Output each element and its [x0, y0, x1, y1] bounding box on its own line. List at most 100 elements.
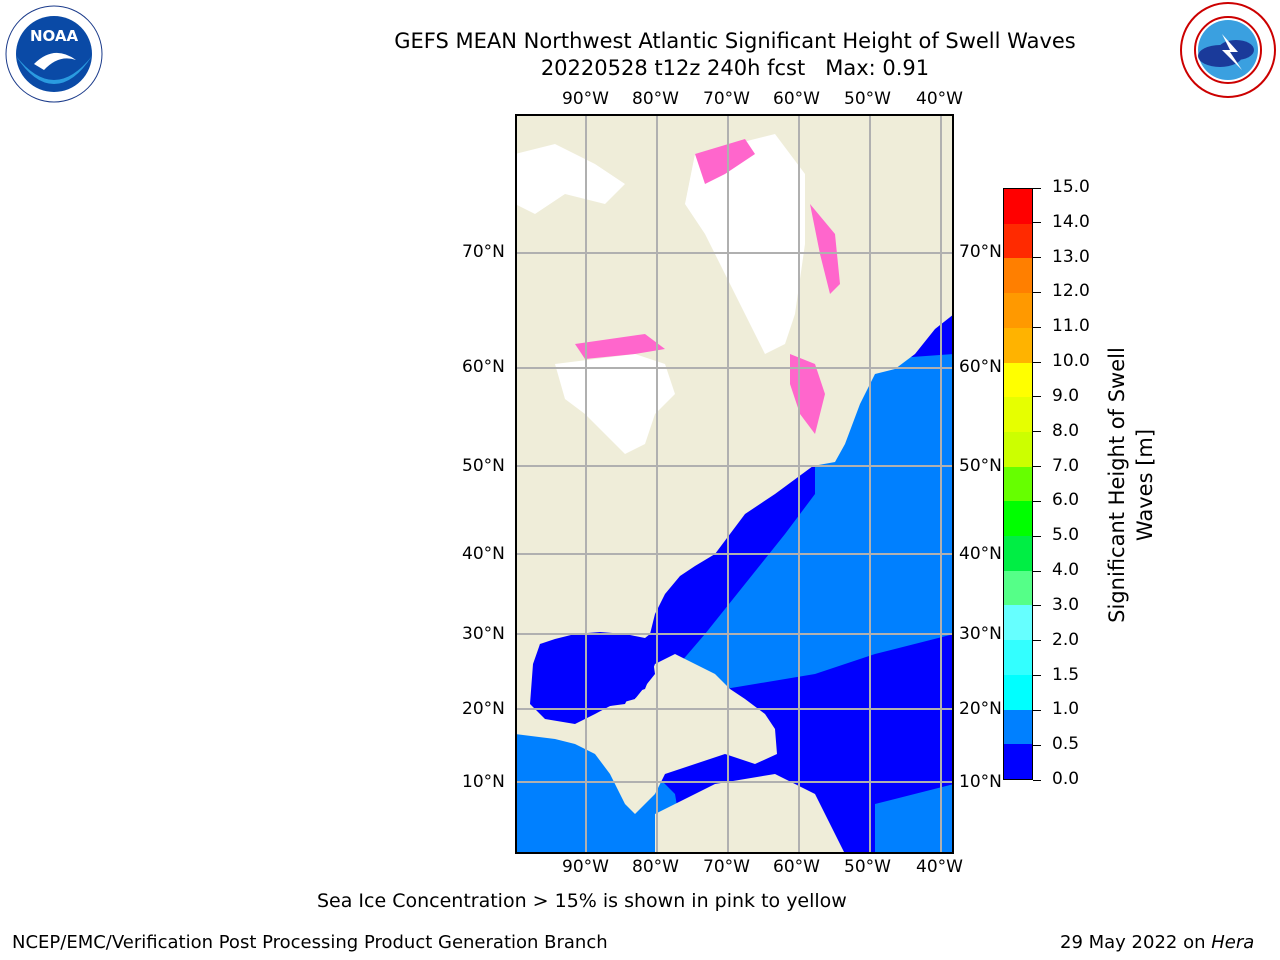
colorbar-tick-mark [1033, 570, 1041, 572]
colorbar-segment [1004, 674, 1032, 710]
colorbar-tick-mark [1033, 187, 1041, 189]
colorbar-tick-label: 4.0 [1052, 560, 1080, 581]
credit-text: NCEP/EMC/Verification Post Processing Pr… [12, 932, 608, 953]
colorbar-tick-label: 14.0 [1052, 211, 1090, 232]
ice-edge-greenland [810, 204, 840, 294]
noaa-logo-text: NOAA [30, 27, 79, 45]
colorbar-tick-mark [1033, 466, 1041, 468]
colorbar-segment [1004, 223, 1032, 259]
lon-label-top-50w: 50°W [844, 89, 891, 109]
colorbar-segment [1004, 327, 1032, 363]
swell-light-east [875, 784, 954, 854]
lat-label-right-60n: 60°N [959, 357, 1002, 377]
colorbar-segment [1004, 605, 1032, 641]
colorbar-tick-mark [1033, 779, 1041, 781]
lat-label-left-30n: 30°N [462, 624, 505, 644]
colorbar-segment [1004, 501, 1032, 537]
grid-lines [515, 114, 954, 854]
colorbar-tick-label: 11.0 [1052, 316, 1090, 337]
swell-light-south [515, 724, 685, 854]
colorbar-tick-mark [1033, 640, 1041, 642]
map-panel [515, 114, 954, 854]
lon-label-top-40w: 40°W [916, 89, 963, 109]
colorbar-tick-label: 0.5 [1052, 734, 1080, 755]
lon-label-top-70w: 70°W [703, 89, 750, 109]
colorbar-segment [1004, 431, 1032, 467]
gulf-of-mexico [533, 634, 655, 714]
lon-label-top-90w: 90°W [562, 89, 609, 109]
colorbar-segment [1004, 536, 1032, 571]
lon-label-bottom-90w: 90°W [562, 857, 609, 877]
lon-label-bottom-70w: 70°W [703, 857, 750, 877]
colorbar-title: Significant Height of Swell Waves [m] [1103, 335, 1163, 635]
colorbar-tick-label: 9.0 [1052, 385, 1080, 406]
ice-baffin-bay [685, 134, 805, 354]
machine-name: Hera [1211, 932, 1255, 953]
colorbar-segment [1004, 466, 1032, 502]
lat-label-left-20n: 20°N [462, 699, 505, 719]
colorbar-tick-label: 5.0 [1052, 525, 1080, 546]
lat-label-right-40n: 40°N [959, 544, 1002, 564]
colorbar-tick-mark [1033, 291, 1041, 293]
colorbar-tick-mark [1033, 431, 1041, 433]
colorbar-tick-label: 1.5 [1052, 664, 1080, 685]
colorbar-segment [1004, 293, 1032, 328]
ice-edge-hudson [575, 334, 665, 359]
colorbar-tick-mark [1033, 396, 1041, 398]
colorbar-tick-mark [1033, 675, 1041, 677]
colorbar-title-line1: Significant Height of Swell [1105, 347, 1129, 623]
date-text: 29 May 2022 on Hera [1060, 932, 1254, 953]
colorbar-tick-mark [1033, 744, 1041, 746]
colorbar-tick-label: 8.0 [1052, 420, 1080, 441]
ice-edge-baffin [695, 139, 755, 184]
title-line-1: GEFS MEAN Northwest Atlantic Significant… [394, 29, 1076, 53]
land-south-america [655, 774, 845, 854]
colorbar-segment [1004, 397, 1032, 432]
lon-label-top-80w: 80°W [632, 89, 679, 109]
island-hispaniola [702, 714, 738, 724]
colorbar-tick-label: 3.0 [1052, 594, 1080, 615]
colorbar-segment [1004, 570, 1032, 606]
colorbar-tick-mark [1033, 257, 1041, 259]
lon-label-bottom-40w: 40°W [916, 857, 963, 877]
colorbar-tick-label: 7.0 [1052, 455, 1080, 476]
colorbar-segment [1004, 709, 1032, 745]
colorbar-segment [1004, 744, 1032, 779]
colorbar-tick-label: 15.0 [1052, 177, 1090, 197]
map-svg [515, 114, 954, 854]
colorbar-segment [1004, 258, 1032, 294]
ice-arctic-channels [515, 144, 625, 214]
noaa-logo: NOAA [4, 4, 104, 104]
date-value: 29 May 2022 on [1060, 932, 1212, 953]
lat-label-right-50n: 50°N [959, 456, 1002, 476]
island-cuba [635, 694, 695, 704]
lat-label-left-50n: 50°N [462, 456, 505, 476]
colorbar-segment [1004, 640, 1032, 675]
colorbar-tick-label: 13.0 [1052, 246, 1090, 267]
lat-label-left-70n: 70°N [462, 242, 505, 262]
colorbar-tick-mark [1033, 535, 1041, 537]
colorbar-tick-label: 10.0 [1052, 351, 1090, 372]
colorbar-tick-mark [1033, 326, 1041, 328]
title-line-2: 20220528 t12z 240h fcst Max: 0.91 [540, 56, 930, 80]
colorbar-tick-label: 12.0 [1052, 281, 1090, 302]
lat-label-right-10n: 10°N [959, 772, 1002, 792]
colorbar-title-line2: Waves [m] [1133, 428, 1157, 542]
colorbar-tick-label: 6.0 [1052, 490, 1080, 511]
lat-label-left-10n: 10°N [462, 772, 505, 792]
colorbar-tick-label: 0.0 [1052, 769, 1080, 789]
sea-ice-note: Sea Ice Concentration > 15% is shown in … [317, 890, 847, 912]
lon-label-bottom-50w: 50°W [844, 857, 891, 877]
lon-label-bottom-80w: 80°W [632, 857, 679, 877]
lat-label-right-70n: 70°N [959, 242, 1002, 262]
lat-label-right-30n: 30°N [959, 624, 1002, 644]
lon-label-top-60w: 60°W [773, 89, 820, 109]
lon-label-bottom-60w: 60°W [773, 857, 820, 877]
colorbar-tick-mark [1033, 222, 1041, 224]
lat-label-left-40n: 40°N [462, 544, 505, 564]
colorbar-tick-mark [1033, 605, 1041, 607]
swell-light-region [675, 354, 954, 694]
colorbar-tick-label: 1.0 [1052, 699, 1080, 720]
colorbar-tick-label: 2.0 [1052, 629, 1080, 650]
lat-label-right-20n: 20°N [959, 699, 1002, 719]
